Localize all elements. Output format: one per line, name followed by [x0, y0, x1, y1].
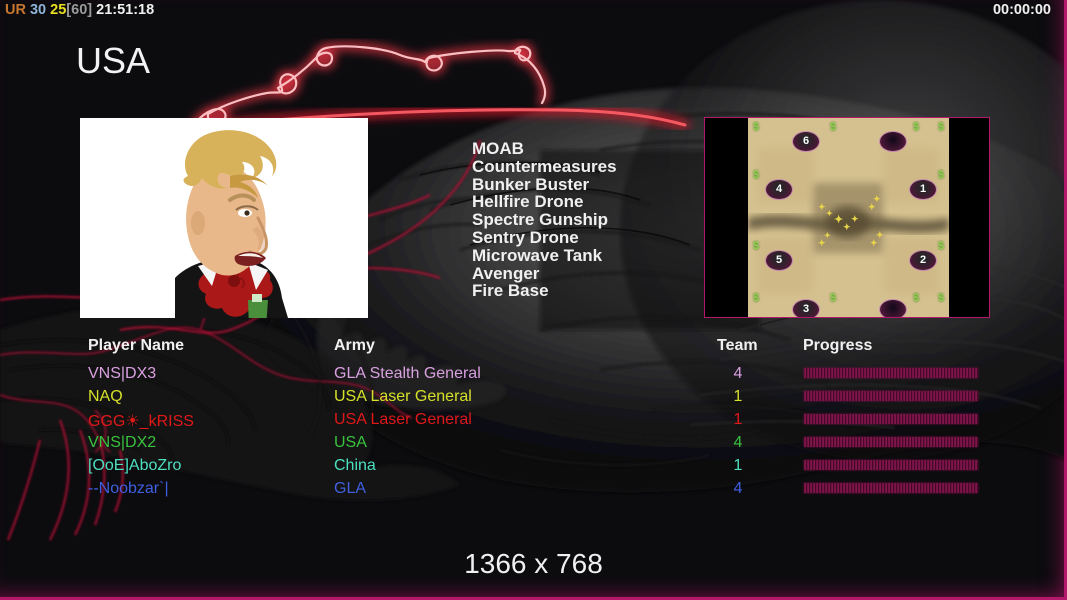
svg-text:✦: ✦	[834, 214, 843, 226]
svg-text:✦: ✦	[873, 194, 881, 204]
svg-text:✦: ✦	[824, 231, 831, 240]
svg-text:✦: ✦	[818, 202, 826, 212]
svg-text:✦: ✦	[876, 230, 884, 240]
svg-text:✦: ✦	[826, 209, 833, 218]
svg-text:✦: ✦	[843, 222, 851, 232]
svg-text:✦: ✦	[851, 214, 859, 224]
